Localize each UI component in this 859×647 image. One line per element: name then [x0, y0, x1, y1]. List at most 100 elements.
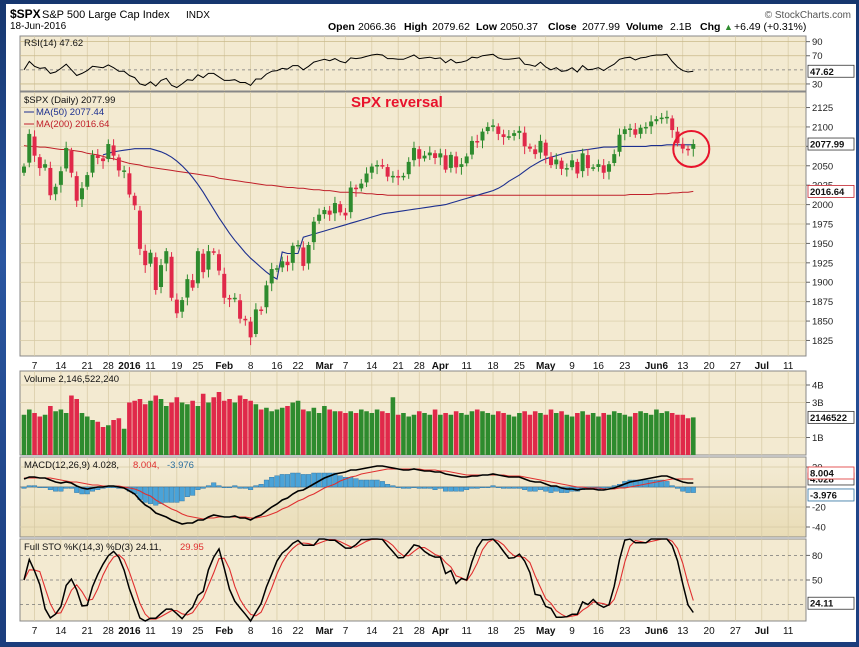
x-tick-label: 13 [677, 626, 689, 637]
candle-body [427, 152, 432, 156]
signal-last-label: 8.004 [810, 468, 834, 479]
macd-histogram-bar [548, 486, 554, 493]
rsi-tick-label: 90 [812, 37, 823, 48]
volume-bar [648, 414, 654, 455]
x-tick-label: Apr [432, 361, 449, 372]
macd-histogram-bar [285, 474, 291, 488]
volume-bar [227, 399, 232, 455]
macd-histogram-bar [422, 486, 428, 489]
volume-bar [464, 414, 469, 455]
volume-bar [416, 411, 422, 455]
ma50-legend: MA(50) 2077.44 [36, 107, 104, 118]
macd-histogram-bar [169, 486, 175, 503]
ma200-last-label-box [807, 184, 855, 198]
close-label: Close [548, 21, 577, 33]
macd-histogram-bar [437, 486, 443, 489]
volume-bar [127, 402, 132, 455]
volume-tick-label: 3B [812, 398, 824, 409]
macd-histogram-bar [174, 486, 180, 503]
macd-histogram-bar [221, 486, 227, 489]
candle-body [686, 148, 691, 151]
candle-body [201, 253, 206, 273]
candle-body [137, 210, 142, 249]
volume-bar [485, 413, 491, 455]
macd-histogram-bar [111, 486, 117, 489]
candle-body [422, 155, 427, 159]
volume-bar [675, 414, 680, 455]
volume-bar [232, 402, 238, 455]
candle-body [169, 256, 174, 298]
x-tick-label: 11 [461, 361, 472, 372]
x-tick-label: 14 [55, 361, 67, 372]
volume-bar [221, 400, 227, 455]
candle-body [385, 167, 390, 177]
rsi-last-label: 47.62 [810, 67, 834, 78]
macd-histogram-bar [379, 481, 385, 488]
macd-histogram-bar [653, 479, 659, 488]
macd-histogram-bar [448, 486, 454, 492]
macd-histogram-bar [74, 486, 80, 493]
macd-histogram-bar [432, 486, 438, 490]
volume-bar [443, 413, 448, 455]
x-tick-label: Jul [755, 361, 770, 372]
candle-body [496, 126, 501, 134]
macd-histogram-bar [68, 486, 74, 489]
candle-body [27, 133, 32, 163]
macd-signal-legend: 8.004, [133, 460, 159, 471]
candle-body [53, 186, 58, 195]
candle-body [464, 156, 469, 164]
volume-bar [627, 416, 633, 455]
macd-histogram-bar [606, 486, 612, 489]
volume-bar [21, 414, 27, 455]
volume-bar [348, 411, 354, 455]
candle-body [69, 150, 74, 173]
volume-bar [274, 409, 280, 455]
x-tick-label: 25 [192, 626, 204, 637]
volume-bar [290, 402, 296, 455]
macd-histogram-bar [506, 486, 512, 489]
candle-body [575, 161, 580, 174]
candle-body [301, 247, 306, 266]
macd-histogram-bar [469, 486, 475, 489]
volume-bar [258, 409, 264, 455]
volume-bar [369, 413, 375, 455]
candle-body [327, 210, 332, 215]
macd-histogram-bar [601, 486, 607, 489]
candle-body [454, 156, 459, 168]
x-tick-label: 14 [55, 626, 67, 637]
macd-tick-label: -20 [812, 503, 826, 514]
macd-histogram-bar [400, 486, 406, 489]
volume-bar [559, 411, 564, 455]
candle-body [533, 149, 538, 155]
sto-tick-label: 80 [812, 551, 823, 562]
volume-bar [438, 414, 443, 455]
x-tick-label: 14 [366, 361, 378, 372]
candle-body [211, 251, 216, 253]
macd-histogram-bar [395, 486, 401, 489]
macd-last-label: 4.028 [810, 474, 834, 485]
macd-histogram-bar [416, 486, 422, 489]
candle-body [206, 251, 211, 270]
candle-body [459, 164, 464, 167]
candle-body [448, 154, 453, 168]
volume-bar [622, 414, 628, 455]
candle-body [612, 154, 617, 164]
candle-body [253, 309, 258, 335]
volume-bar [538, 413, 543, 455]
volume-bar [617, 413, 622, 455]
x-tick-label: 25 [514, 361, 526, 372]
macd-histogram-bar [427, 486, 433, 489]
candle-body [143, 250, 148, 266]
candle-body [106, 144, 111, 160]
candle-body [343, 212, 348, 216]
candle-body [664, 116, 669, 119]
price-tick-label: 2050 [812, 161, 833, 172]
x-tick-label: 28 [103, 626, 115, 637]
chart-svg: $SPX S&P 500 Large Cap Index INDX 18-Jun… [10, 7, 855, 637]
x-tick-label: May [536, 361, 556, 372]
volume-bar [163, 406, 169, 455]
macd-histogram-bar [311, 472, 317, 488]
volume-label: Volume [626, 21, 663, 33]
macd-histogram-bar [327, 472, 333, 488]
